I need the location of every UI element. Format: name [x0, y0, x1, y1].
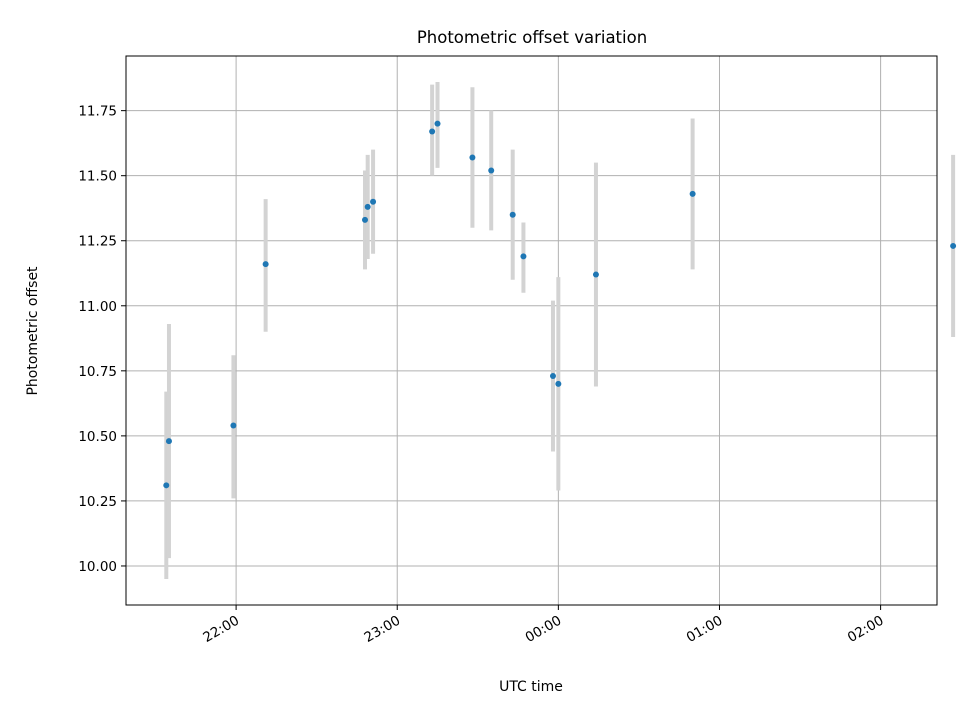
data-point [592, 271, 599, 278]
data-point [689, 190, 696, 197]
data-point [429, 128, 436, 135]
data-point [434, 120, 441, 127]
data-point [362, 216, 369, 223]
data-point [488, 167, 495, 174]
grid [126, 56, 937, 605]
data-point [555, 380, 562, 387]
chart-title: Photometric offset variation [417, 28, 647, 47]
data-point [469, 154, 476, 161]
y-axis-label: Photometric offset [25, 266, 41, 396]
data-point [364, 203, 371, 210]
data-point [509, 211, 516, 218]
data-point [520, 253, 527, 260]
y-tick-label: 10.25 [78, 494, 117, 510]
y-tick-label: 10.75 [78, 364, 117, 380]
data-point [165, 438, 172, 445]
y-tick-label: 11.75 [78, 104, 117, 120]
y-tick-label: 11.50 [78, 169, 117, 185]
data-points [163, 120, 957, 489]
data-point [230, 422, 237, 429]
data-point [262, 261, 269, 268]
plot-frame [125, 55, 938, 606]
data-point [163, 482, 170, 489]
y-tick-label: 11.25 [78, 234, 117, 250]
data-point [370, 198, 377, 205]
x-axis-label: UTC time [499, 679, 563, 695]
data-point [950, 242, 957, 249]
data-point [549, 373, 556, 380]
y-tick-label: 10.50 [78, 429, 117, 445]
y-tick-label: 10.00 [78, 559, 117, 575]
y-tick-label: 11.00 [78, 299, 117, 315]
